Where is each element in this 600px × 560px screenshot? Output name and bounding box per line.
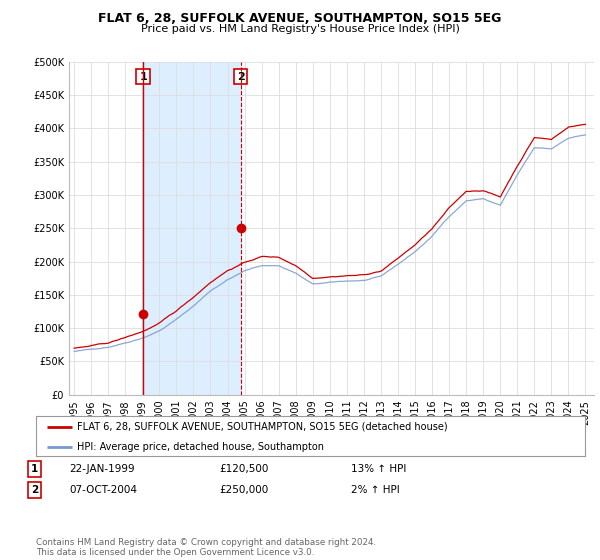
Bar xyxy=(143,62,241,395)
Text: FLAT 6, 28, SUFFOLK AVENUE, SOUTHAMPTON, SO15 5EG: FLAT 6, 28, SUFFOLK AVENUE, SOUTHAMPTON,… xyxy=(98,12,502,25)
Text: 1: 1 xyxy=(31,464,38,474)
Text: 22-JAN-1999: 22-JAN-1999 xyxy=(69,464,134,474)
Text: 07-OCT-2004: 07-OCT-2004 xyxy=(69,485,137,495)
Text: Contains HM Land Registry data © Crown copyright and database right 2024.
This d: Contains HM Land Registry data © Crown c… xyxy=(36,538,376,557)
Text: £250,000: £250,000 xyxy=(219,485,268,495)
Text: 1: 1 xyxy=(139,72,147,82)
Text: Price paid vs. HM Land Registry's House Price Index (HPI): Price paid vs. HM Land Registry's House … xyxy=(140,24,460,34)
Text: 13% ↑ HPI: 13% ↑ HPI xyxy=(351,464,406,474)
Text: 2: 2 xyxy=(237,72,245,82)
Text: 2: 2 xyxy=(31,485,38,495)
Text: HPI: Average price, detached house, Southampton: HPI: Average price, detached house, Sout… xyxy=(77,442,324,452)
Text: £120,500: £120,500 xyxy=(219,464,268,474)
Text: 2% ↑ HPI: 2% ↑ HPI xyxy=(351,485,400,495)
Text: FLAT 6, 28, SUFFOLK AVENUE, SOUTHAMPTON, SO15 5EG (detached house): FLAT 6, 28, SUFFOLK AVENUE, SOUTHAMPTON,… xyxy=(77,422,448,432)
